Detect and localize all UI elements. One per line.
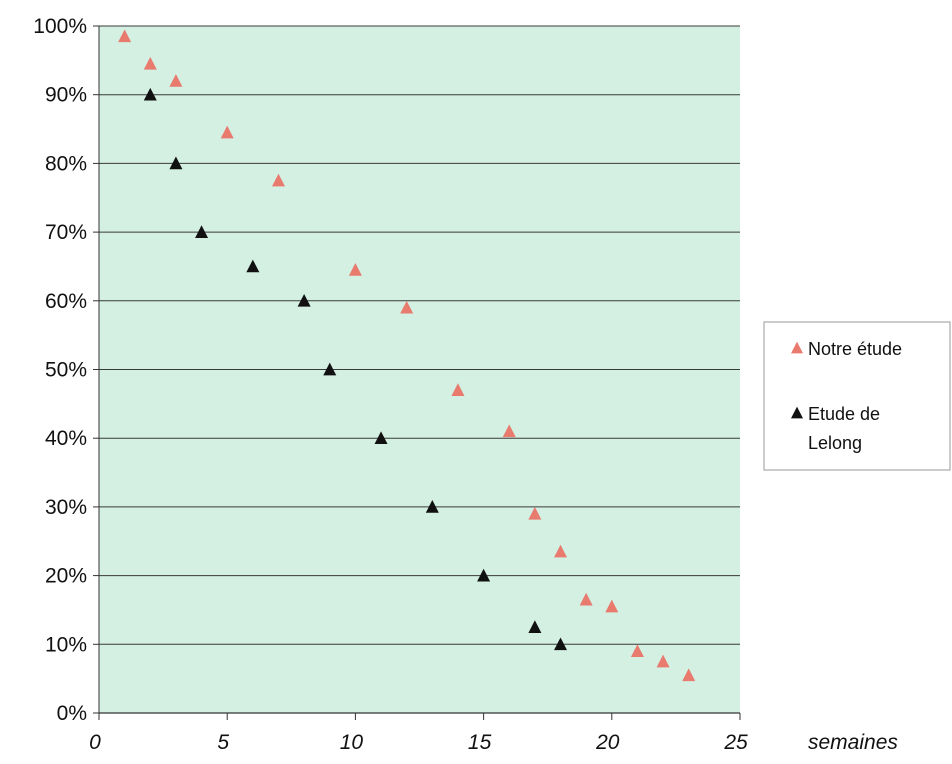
gridlines — [99, 25, 740, 645]
legend-marker — [791, 406, 803, 419]
data-point — [528, 506, 542, 520]
data-series — [118, 29, 696, 682]
data-point — [502, 424, 516, 438]
y-tick-label: 50% — [45, 359, 87, 382]
data-point — [297, 293, 311, 307]
y-tick-label: 10% — [45, 633, 87, 656]
data-point — [656, 654, 670, 668]
data-point — [579, 592, 593, 606]
x-tick-label: 25 — [723, 731, 748, 754]
y-tick-label: 20% — [45, 565, 87, 588]
data-point — [451, 383, 465, 396]
data-point — [143, 87, 157, 101]
y-tick-label: 70% — [45, 221, 87, 244]
y-tick-label: 40% — [45, 427, 87, 450]
y-tick-label: 100% — [33, 15, 87, 38]
x-tick-label: 5 — [217, 731, 229, 754]
legend-label: Notre étude — [808, 339, 902, 359]
x-axis-ticks: 0 5 10 15 20 25 — [89, 713, 748, 754]
legend: Notre étude Etude de Lelong — [763, 321, 951, 471]
series-2 — [143, 87, 568, 651]
x-tick-label: 20 — [595, 731, 620, 754]
data-point — [554, 637, 568, 651]
data-point — [169, 156, 183, 170]
data-point — [348, 263, 362, 276]
x-tick-label: 0 — [89, 731, 101, 754]
y-tick-label: 80% — [45, 152, 87, 175]
data-point — [195, 225, 209, 238]
y-axis-ticks: 0% 10% 20% 30% 40% 50% 60% 70% 80% 90% 100% — [33, 15, 99, 725]
data-point — [246, 259, 260, 273]
y-tick-label: 0% — [57, 702, 87, 725]
data-point — [425, 500, 439, 513]
data-point — [220, 125, 234, 139]
legend-marker — [791, 341, 803, 354]
legend-label: Lelong — [808, 433, 862, 453]
y-tick-label: 90% — [45, 84, 87, 107]
y-tick-label: 30% — [45, 496, 87, 519]
legend-entry: Etude de Lelong — [791, 404, 880, 453]
data-point — [118, 29, 132, 43]
data-point — [400, 300, 414, 314]
legend-entry: Notre étude — [791, 339, 902, 359]
data-point — [605, 599, 619, 613]
data-point — [477, 568, 491, 582]
data-point — [271, 173, 285, 187]
legend-label: Etude de — [808, 404, 880, 424]
x-tick-label: 10 — [340, 731, 364, 754]
data-point — [143, 56, 157, 70]
data-point — [554, 544, 568, 558]
y-tick-label: 60% — [45, 290, 87, 313]
data-point — [682, 668, 696, 682]
series-1 — [118, 29, 696, 682]
data-point — [374, 431, 388, 445]
data-point — [323, 362, 337, 376]
data-point — [528, 620, 542, 633]
x-tick-label: 15 — [468, 731, 492, 754]
data-point — [630, 644, 644, 658]
x-axis-title: semaines — [808, 731, 898, 754]
data-point — [169, 74, 183, 87]
